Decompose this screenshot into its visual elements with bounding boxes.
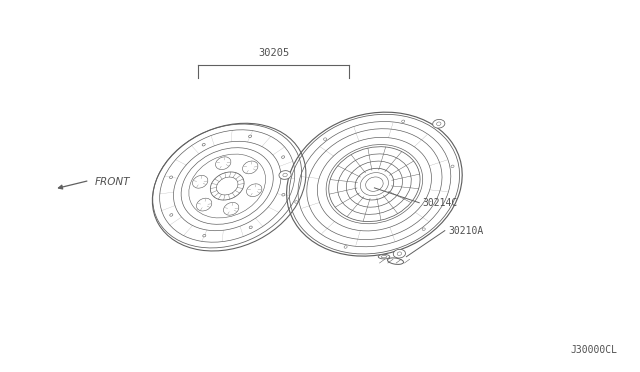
- Ellipse shape: [282, 156, 285, 158]
- Ellipse shape: [436, 122, 441, 126]
- Ellipse shape: [248, 135, 252, 138]
- Ellipse shape: [381, 256, 387, 258]
- Ellipse shape: [203, 234, 206, 237]
- Ellipse shape: [365, 177, 383, 191]
- Text: 30214C: 30214C: [422, 198, 458, 208]
- Text: 30205: 30205: [259, 48, 289, 58]
- Ellipse shape: [295, 201, 298, 203]
- Text: J30000CL: J30000CL: [571, 345, 618, 355]
- Ellipse shape: [279, 171, 291, 179]
- Ellipse shape: [402, 120, 404, 122]
- Text: FRONT: FRONT: [95, 177, 130, 187]
- Ellipse shape: [170, 214, 173, 216]
- Ellipse shape: [451, 165, 454, 168]
- Ellipse shape: [387, 258, 404, 264]
- Ellipse shape: [422, 228, 425, 230]
- Ellipse shape: [283, 173, 287, 177]
- Ellipse shape: [170, 176, 173, 179]
- Ellipse shape: [397, 252, 401, 256]
- Ellipse shape: [249, 226, 252, 228]
- Ellipse shape: [393, 249, 406, 258]
- Ellipse shape: [282, 193, 285, 196]
- Text: 30210A: 30210A: [448, 226, 483, 235]
- Ellipse shape: [378, 254, 390, 259]
- Ellipse shape: [433, 119, 445, 128]
- Ellipse shape: [202, 144, 205, 146]
- Ellipse shape: [324, 138, 326, 140]
- Ellipse shape: [344, 246, 347, 248]
